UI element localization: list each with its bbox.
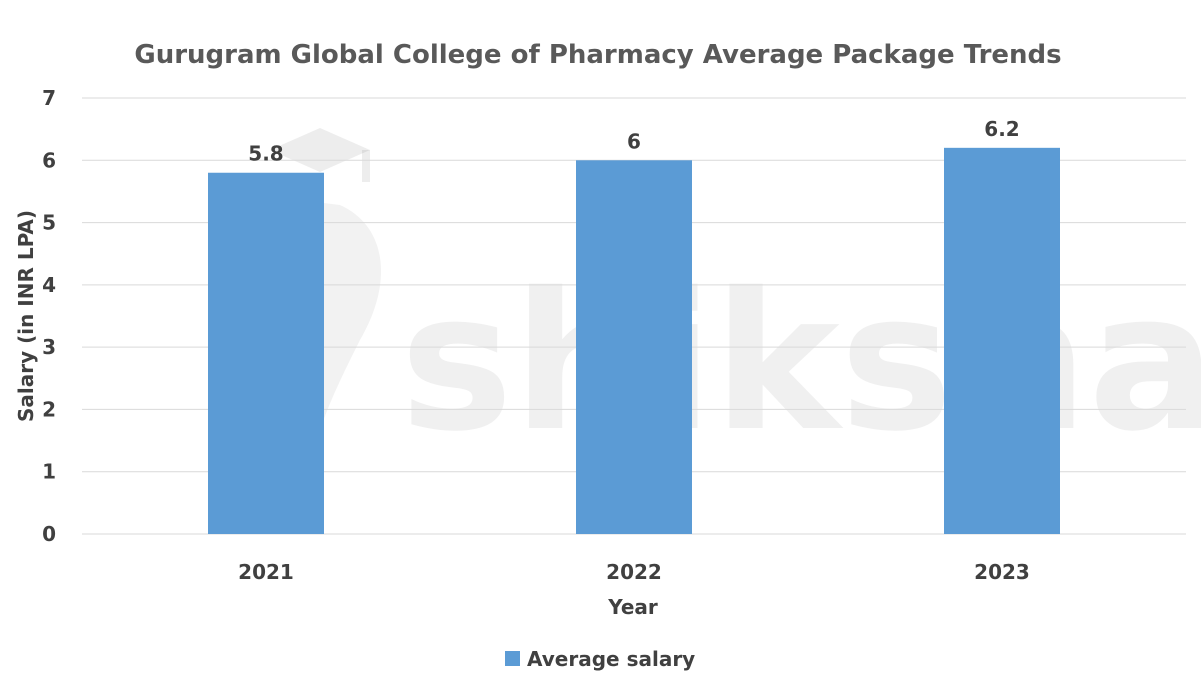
bar-2021 [208,172,324,534]
data-label-2022: 6 [627,129,641,153]
chart-title: Gurugram Global College of Pharmacy Aver… [134,40,1061,70]
watermark-cap-tassel [362,150,370,182]
y-tick-label: 4 [42,273,56,297]
x-tick-label-2023: 2023 [974,560,1030,584]
x-axis-title: Year [607,595,658,619]
data-label-2021: 5.8 [248,142,283,166]
bars [208,147,1060,535]
y-tick-label: 3 [42,335,56,359]
watermark-cap-icon [270,128,370,172]
data-label-2023: 6.2 [984,117,1019,141]
bar-2023 [944,147,1060,535]
y-tick-label: 2 [42,397,56,421]
x-axis-ticks: 2021 2022 2023 [238,560,1030,584]
x-tick-label-2021: 2021 [238,560,294,584]
y-tick-label: 0 [42,522,56,546]
bar-2022 [576,160,692,535]
y-tick-label: 7 [42,86,56,110]
legend-swatch [505,651,520,666]
y-tick-label: 6 [42,148,56,172]
y-axis-title: Salary (in INR LPA) [14,210,38,422]
watermark-text: shiksha [400,252,1201,473]
y-tick-label: 1 [42,460,56,484]
y-axis-ticks: 0 1 2 3 4 5 6 7 [42,86,56,546]
x-tick-label-2022: 2022 [606,560,662,584]
legend: Average salary [505,647,695,671]
y-tick-label: 5 [42,211,56,235]
data-labels: 5.8 6 6.2 [248,117,1019,166]
legend-label: Average salary [527,647,695,671]
